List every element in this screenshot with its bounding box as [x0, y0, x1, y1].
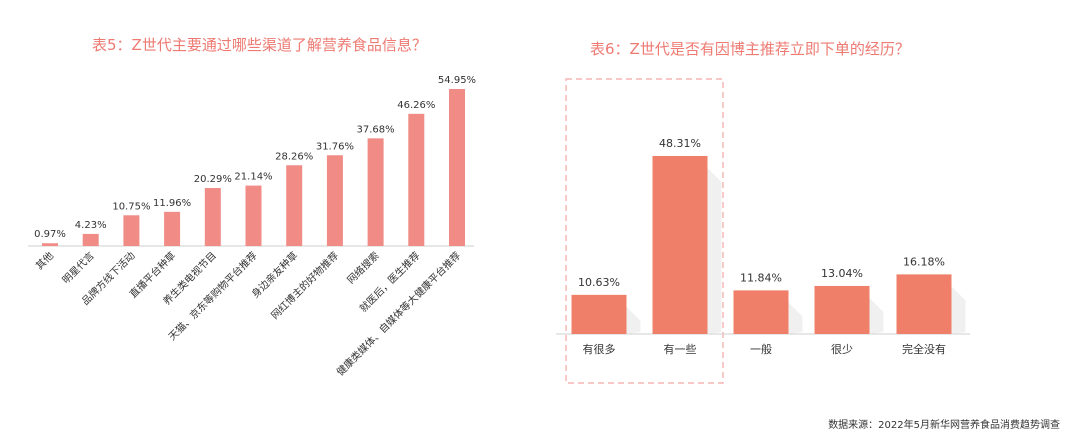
chart1-value-label: 0.97% — [34, 229, 66, 240]
chart2-value-label: 11.84% — [740, 271, 782, 284]
chart1-bar — [367, 138, 384, 246]
chart1-value-label: 37.68% — [357, 124, 395, 135]
chart2-bar — [733, 290, 789, 334]
chart2-title: 表6：Z世代是否有因博主推荐立即下单的经历？ — [590, 40, 910, 58]
chart2-category-label: 很少 — [831, 342, 853, 356]
chart1-value-label: 21.14% — [234, 172, 272, 183]
chart2-category-label: 一般 — [750, 343, 772, 356]
chart2-category-label: 有很多 — [583, 342, 616, 356]
chart1-bar — [82, 233, 99, 246]
chart2-bar-shadow — [707, 168, 722, 334]
chart2-value-label: 16.18% — [903, 255, 945, 268]
chart2-bar — [896, 274, 952, 334]
chart1-bar — [449, 89, 465, 246]
chart1-value-label: 10.75% — [112, 201, 150, 212]
chart1-value-label: 31.76% — [316, 141, 354, 152]
chart1-bar — [42, 243, 58, 246]
chart2-value-label: 48.31% — [659, 137, 701, 150]
chart2-bar — [814, 285, 870, 334]
chart1-bar — [286, 165, 303, 246]
chart1-category-label: 其他 — [33, 249, 56, 272]
chart2-value-label: 10.63% — [578, 276, 620, 289]
chart2-category-label: 完全没有 — [902, 342, 946, 356]
chart2-bar — [652, 156, 708, 334]
chart1-bar — [204, 188, 221, 246]
chart2-bar-shadow — [626, 306, 641, 334]
chart2-bar — [571, 294, 627, 334]
chart1-title: 表5：Z世代主要通过哪些渠道了解营养食品信息？ — [92, 36, 427, 54]
chart1-bar — [408, 113, 425, 246]
chart1-category-label: 明星代言 — [59, 249, 96, 286]
chart2-bar-shadow — [788, 302, 803, 334]
chart2-highlight-box — [565, 78, 724, 384]
chart2-bar-shadow — [951, 286, 966, 334]
chart1-value-label: 46.26% — [397, 100, 435, 111]
source-note: 数据来源：2022年5月新华网营养食品消费趋势调查 — [828, 420, 1060, 431]
chart1-value-label: 11.96% — [153, 198, 191, 209]
chart1-bar — [123, 215, 140, 246]
chart1-bar — [164, 211, 181, 246]
chart1-bar — [326, 155, 343, 246]
chart1-value-label: 20.29% — [194, 174, 232, 185]
chart2-category-label: 有一些 — [664, 342, 697, 356]
chart1-value-label: 54.95% — [438, 75, 476, 86]
chart1-category-label: 网络搜索 — [344, 249, 381, 286]
chart1-category-label: 网红博主的好物推荐 — [268, 249, 341, 322]
chart2-bar-shadow — [869, 297, 884, 334]
chart1-value-label: 28.26% — [275, 151, 313, 162]
chart1-value-label: 4.23% — [75, 220, 107, 231]
chart1-bar — [245, 185, 262, 246]
chart2-value-label: 13.04% — [821, 267, 863, 280]
